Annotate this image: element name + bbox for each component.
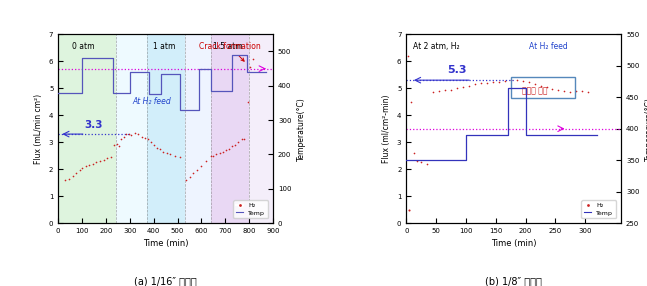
- Bar: [116, 34, 147, 223]
- Text: 0 atm: 0 atm: [72, 42, 94, 51]
- X-axis label: Time (min): Time (min): [491, 239, 536, 249]
- Bar: [185, 34, 211, 223]
- Text: At H₂ feed: At H₂ feed: [529, 42, 567, 51]
- Text: 안정성 문제: 안정성 문제: [522, 86, 547, 96]
- Text: At 2 atm, H₂: At 2 atm, H₂: [413, 42, 460, 51]
- Bar: [147, 34, 185, 223]
- Y-axis label: Temperarure(°C): Temperarure(°C): [645, 97, 647, 161]
- Bar: [211, 34, 249, 223]
- X-axis label: Time (min): Time (min): [143, 239, 188, 249]
- Legend: H₂, Temp: H₂, Temp: [582, 200, 616, 218]
- Bar: [58, 34, 116, 223]
- Text: (b) 1/8″ 반응기: (b) 1/8″ 반응기: [485, 276, 542, 286]
- Y-axis label: Flux (mL/min cm²): Flux (mL/min cm²): [34, 94, 43, 164]
- Legend: H₂, Temp: H₂, Temp: [234, 200, 268, 218]
- Text: Crack formation: Crack formation: [199, 42, 261, 61]
- Text: 5.3: 5.3: [447, 65, 466, 75]
- Y-axis label: Temperature(°C): Temperature(°C): [297, 97, 306, 160]
- Bar: [249, 34, 273, 223]
- Text: 1 atm: 1 atm: [153, 42, 175, 51]
- Text: 3.3: 3.3: [85, 120, 103, 130]
- Text: At H₂ feed: At H₂ feed: [132, 97, 171, 106]
- Y-axis label: Flux (ml/cm²-min): Flux (ml/cm²-min): [382, 94, 391, 163]
- Text: (a) 1/16″ 반응기: (a) 1/16″ 반응기: [135, 276, 197, 286]
- Bar: [510, 77, 575, 98]
- Text: 1.5 atm: 1.5 atm: [213, 42, 243, 51]
